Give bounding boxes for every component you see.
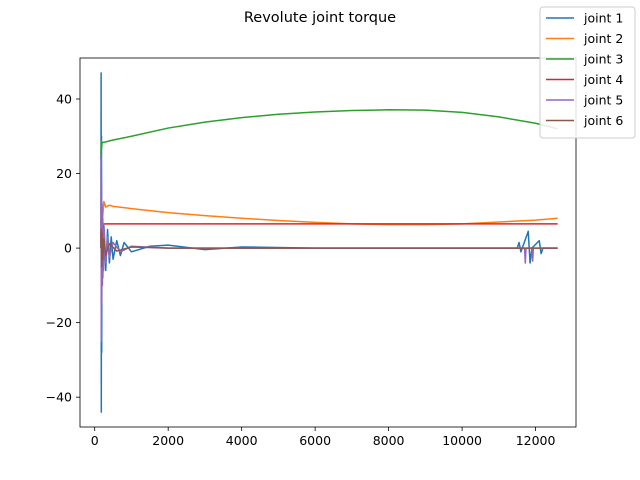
legend-label: joint 2 <box>583 31 623 46</box>
series-line-6 <box>100 228 558 268</box>
legend-label: joint 3 <box>583 52 623 67</box>
y-tick-label: −40 <box>46 390 72 405</box>
x-tick-label: 6000 <box>299 433 331 448</box>
legend-label: joint 1 <box>583 11 623 26</box>
x-tick-label: 8000 <box>373 433 405 448</box>
x-tick-label: 10000 <box>442 433 482 448</box>
x-tick-label: 0 <box>91 433 99 448</box>
legend-label: joint 6 <box>583 113 623 128</box>
x-axis: 0 2000 4000 6000 8000 10000 12000 <box>91 427 556 448</box>
y-tick-label: −20 <box>46 315 72 330</box>
x-tick-label: 2000 <box>152 433 184 448</box>
x-tick-label: 12000 <box>516 433 556 448</box>
x-tick-label: 4000 <box>226 433 258 448</box>
legend-label: joint 5 <box>583 93 623 108</box>
y-tick-label: 0 <box>64 241 72 256</box>
y-axis: −40 −20 0 20 40 <box>46 92 80 405</box>
y-tick-label: 20 <box>56 166 72 181</box>
y-tick-label: 40 <box>56 92 72 107</box>
series-line-3 <box>100 109 558 159</box>
series-line-4 <box>100 223 558 241</box>
series-line-2 <box>100 195 558 241</box>
legend: joint 1 joint 2 joint 3 joint 4 joint 5 joint… <box>539 6 636 139</box>
series-layer <box>100 72 558 413</box>
legend-label: joint 4 <box>583 72 623 87</box>
chart-title: Revolute joint torque <box>244 10 396 26</box>
legend-box <box>539 6 636 139</box>
plot-frame <box>79 57 577 428</box>
series-line-1 <box>100 72 558 413</box>
